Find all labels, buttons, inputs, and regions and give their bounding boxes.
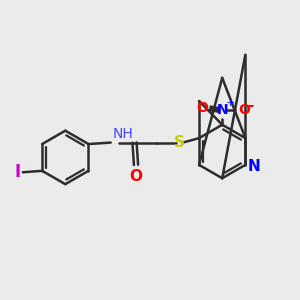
- Text: I: I: [14, 163, 20, 181]
- Text: S: S: [174, 135, 184, 150]
- Text: O: O: [130, 169, 142, 184]
- Text: -: -: [247, 98, 253, 113]
- Text: N: N: [248, 159, 260, 174]
- Text: O: O: [196, 101, 208, 116]
- Text: NH: NH: [112, 127, 133, 141]
- Text: O: O: [238, 103, 250, 117]
- Text: N: N: [216, 103, 228, 117]
- Text: +: +: [226, 98, 235, 108]
